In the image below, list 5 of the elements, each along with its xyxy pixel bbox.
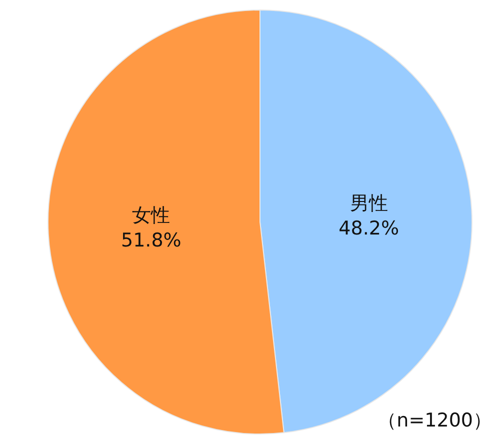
slice-label: 男性 (350, 192, 388, 214)
slice-label: 女性 (132, 204, 170, 227)
data-label: 48.2% (338, 217, 400, 240)
data-label: 51.8% (120, 230, 182, 252)
text: （n=1200） (378, 410, 492, 432)
